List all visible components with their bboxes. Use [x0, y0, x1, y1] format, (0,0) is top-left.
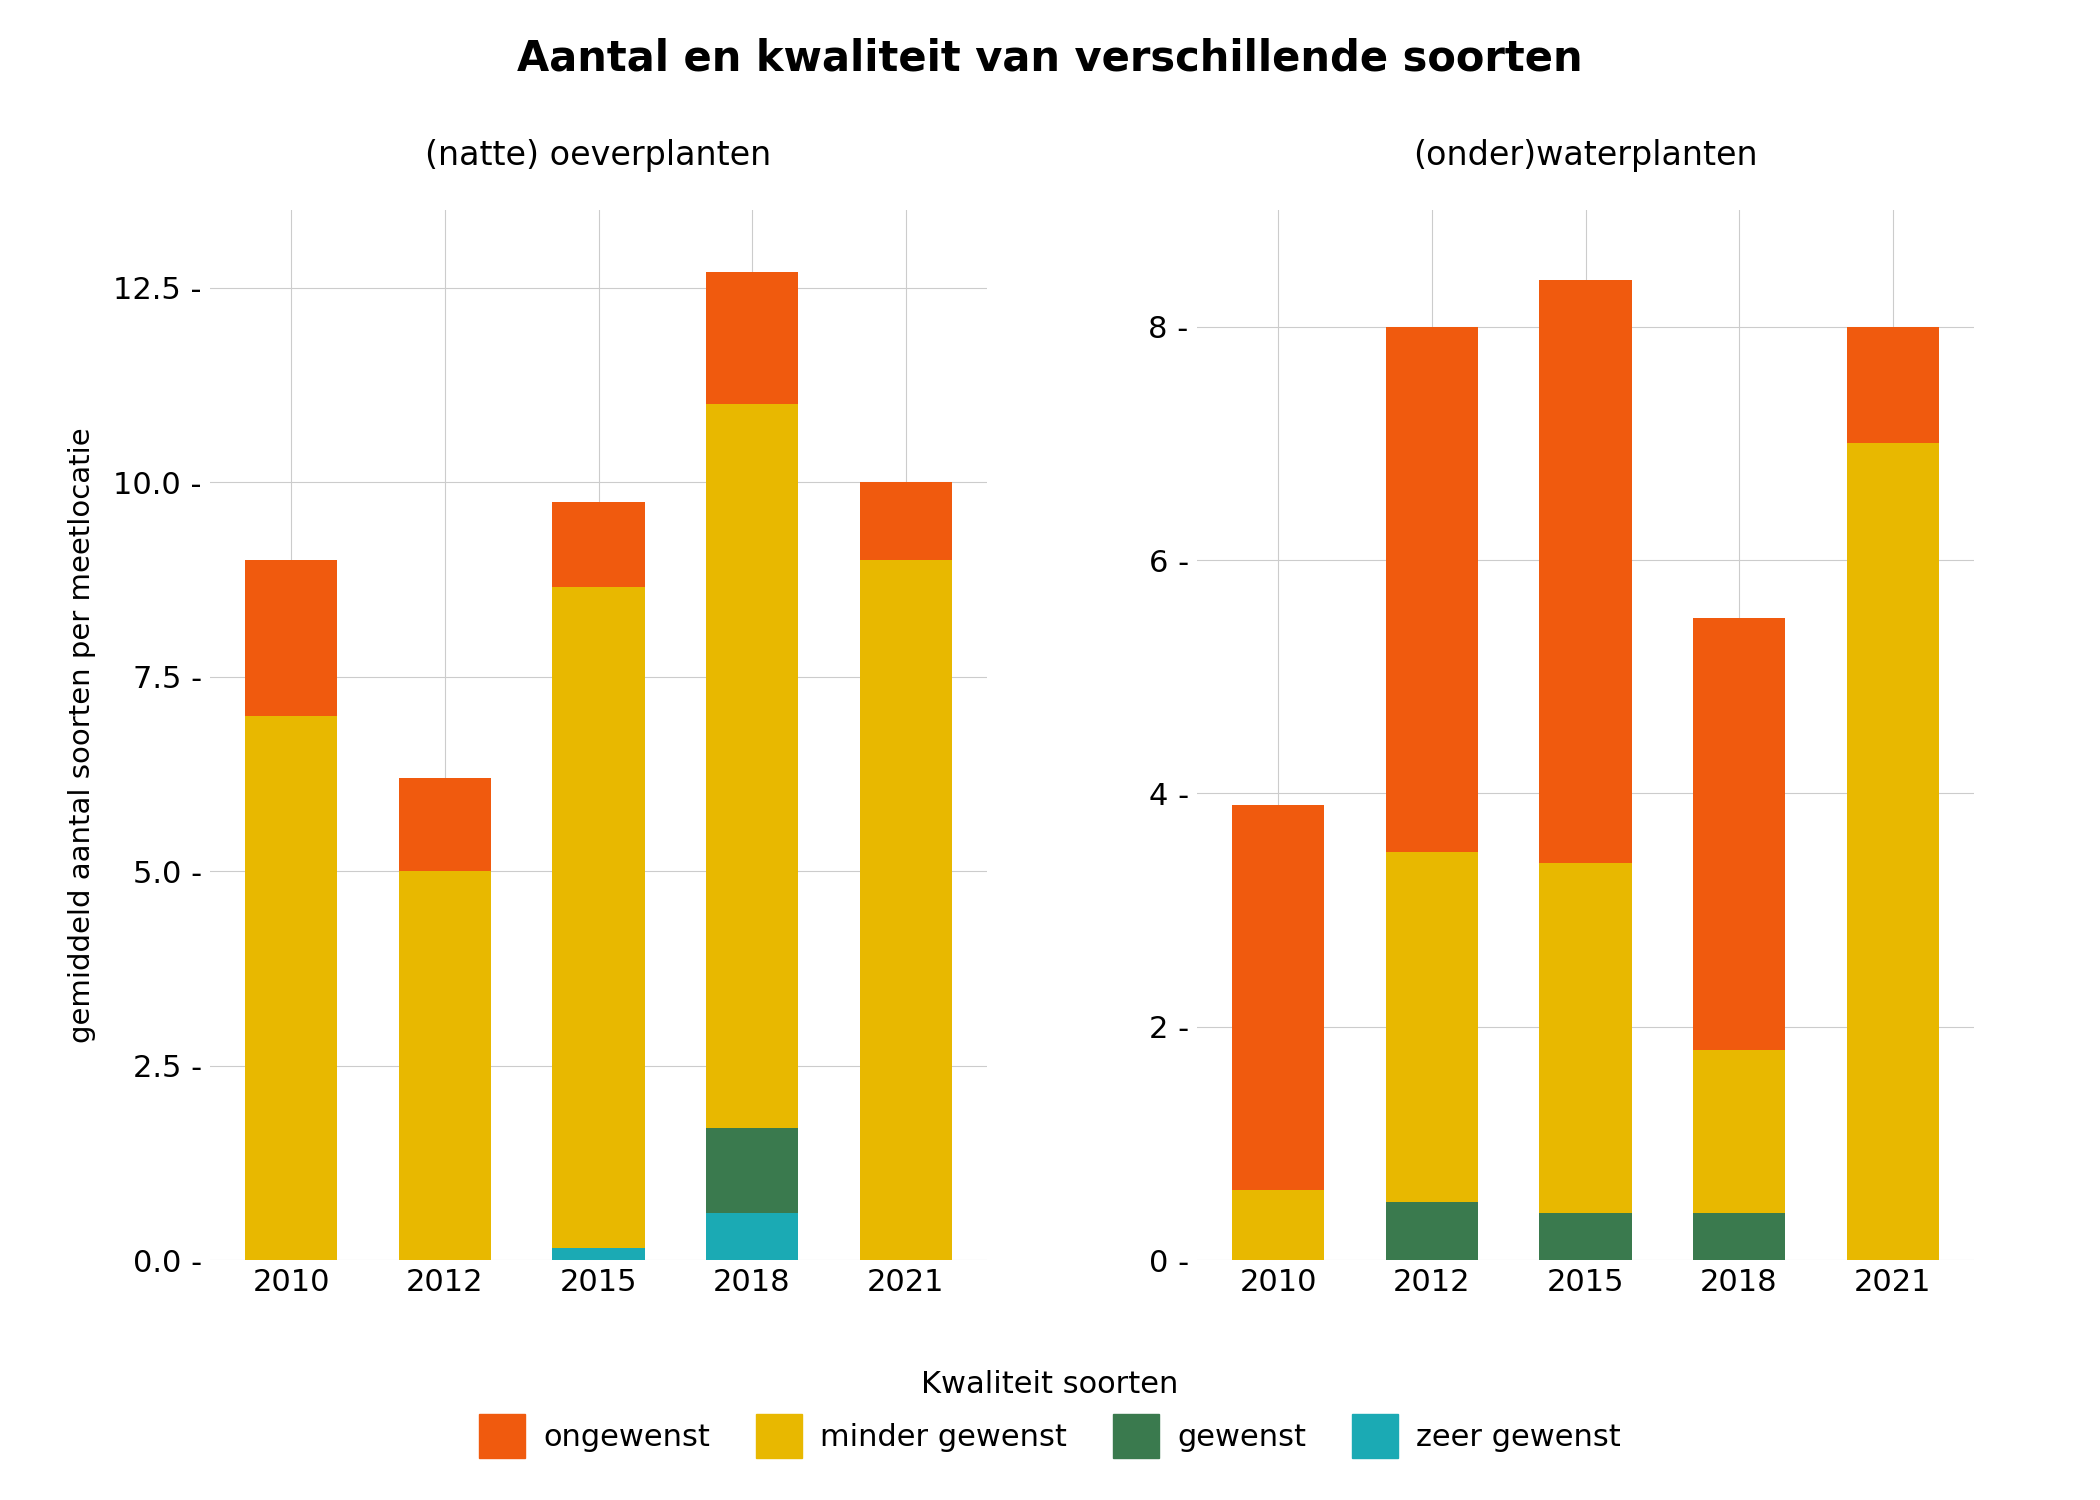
Bar	[399, 871, 491, 1260]
Bar	[246, 716, 338, 1260]
Bar	[1539, 280, 1632, 864]
Bar	[1693, 618, 1785, 1050]
Bar	[1233, 1190, 1325, 1260]
Bar	[706, 1128, 798, 1214]
Bar	[552, 1248, 645, 1260]
Bar	[552, 586, 645, 1248]
Text: (natte) oeverplanten: (natte) oeverplanten	[426, 140, 771, 172]
Bar	[1539, 1214, 1632, 1260]
Y-axis label: gemiddeld aantal soorten per meetlocatie: gemiddeld aantal soorten per meetlocatie	[69, 427, 97, 1042]
Text: Aantal en kwaliteit van verschillende soorten: Aantal en kwaliteit van verschillende so…	[517, 38, 1583, 80]
Bar	[1386, 1202, 1478, 1260]
Bar	[859, 482, 951, 560]
Bar	[859, 560, 951, 1260]
Bar	[1693, 1050, 1785, 1214]
Bar	[706, 272, 798, 405]
Bar	[246, 560, 338, 716]
Bar	[1386, 327, 1478, 852]
Bar	[1846, 327, 1938, 444]
Text: (onder)waterplanten: (onder)waterplanten	[1413, 140, 1758, 172]
Bar	[1846, 444, 1938, 1260]
Legend: ongewenst, minder gewenst, gewenst, zeer gewenst: ongewenst, minder gewenst, gewenst, zeer…	[466, 1358, 1634, 1470]
Bar	[706, 1214, 798, 1260]
Bar	[1233, 806, 1325, 1190]
Bar	[552, 501, 645, 586]
Bar	[1539, 864, 1632, 1214]
Bar	[1386, 852, 1478, 1202]
Bar	[1693, 1214, 1785, 1260]
Bar	[706, 405, 798, 1128]
Bar	[399, 778, 491, 871]
